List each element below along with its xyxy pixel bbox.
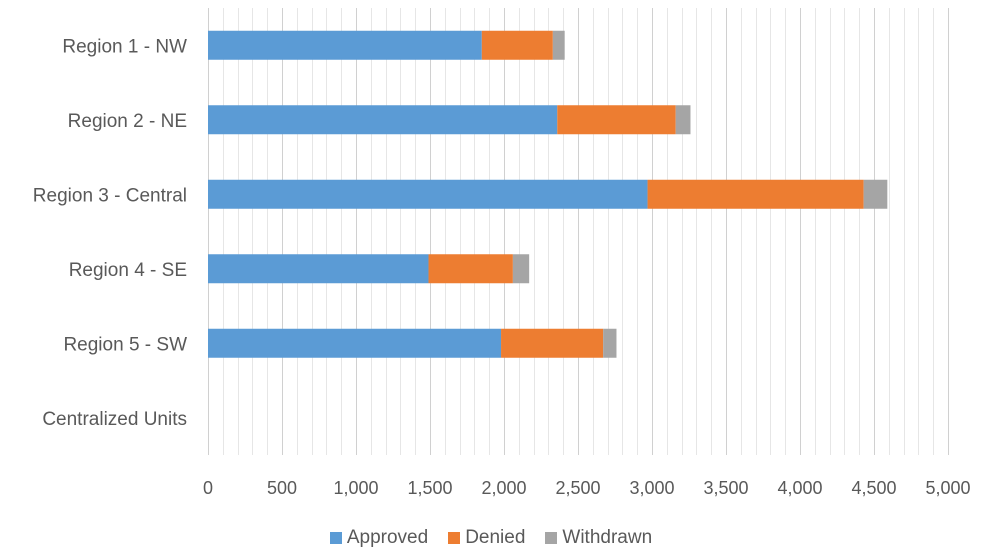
bar-denied — [647, 179, 864, 209]
category-label: Region 3 - Central — [33, 185, 187, 206]
category-label: Region 5 - SW — [63, 334, 187, 355]
legend-item: Approved — [329, 527, 429, 549]
x-tick-label: 500 — [267, 478, 297, 498]
category-labels: Region 1 - NW Region 2 - NE Region 3 - Cen… — [33, 36, 187, 430]
x-tick-label: 1,500 — [407, 478, 452, 498]
bar-denied — [481, 30, 553, 60]
category-label: Region 4 - SE — [69, 260, 187, 281]
bar-approved — [208, 105, 558, 135]
x-tick-label: 2,000 — [481, 478, 526, 498]
bar-withdrawn — [603, 328, 617, 358]
bar-denied — [557, 105, 676, 135]
legend-swatch — [545, 532, 558, 544]
category-label: Region 1 - NW — [62, 36, 187, 57]
legend-item: Denied — [448, 527, 525, 549]
legend-swatch — [448, 532, 461, 544]
x-axis-tick-labels: 0 500 1,000 1,500 2,000 2,500 3,000 3,500 4,000 4… — [203, 478, 971, 498]
x-tick-label: 2,500 — [555, 478, 600, 498]
bar-approved — [208, 30, 482, 60]
bar-withdrawn — [863, 179, 888, 209]
x-tick-label: 3,000 — [629, 478, 674, 498]
x-tick-label: 1,000 — [333, 478, 378, 498]
x-tick-label: 5,000 — [925, 478, 970, 498]
legend-label: Approved — [346, 527, 429, 548]
x-tick-label: 0 — [203, 478, 213, 498]
x-tick-label: 4,500 — [851, 478, 896, 498]
legend-label: Denied — [465, 527, 526, 548]
bar-approved — [208, 179, 648, 209]
stacked-bar-chart: Region 1 - NW Region 2 - NE Region 3 - Cen… — [33, 8, 971, 498]
legend-label: Withdrawn — [562, 527, 653, 548]
bar-withdrawn — [512, 254, 530, 284]
category-label: Centralized Units — [42, 409, 187, 430]
bar-withdrawn — [675, 105, 691, 135]
gridlines — [208, 8, 949, 455]
bar-denied — [501, 328, 604, 358]
legend-swatch — [329, 532, 342, 544]
bar-approved — [208, 328, 502, 358]
bar-approved — [208, 254, 429, 284]
x-tick-label: 4,000 — [777, 478, 822, 498]
bars — [208, 30, 888, 358]
bar-denied — [428, 254, 513, 284]
bar-withdrawn — [552, 30, 565, 60]
x-tick-label: 3,500 — [703, 478, 748, 498]
legend-item: Withdrawn — [545, 527, 652, 549]
category-label: Region 2 - NE — [68, 111, 187, 132]
legend: Approved Denied Withdrawn — [0, 524, 982, 552]
